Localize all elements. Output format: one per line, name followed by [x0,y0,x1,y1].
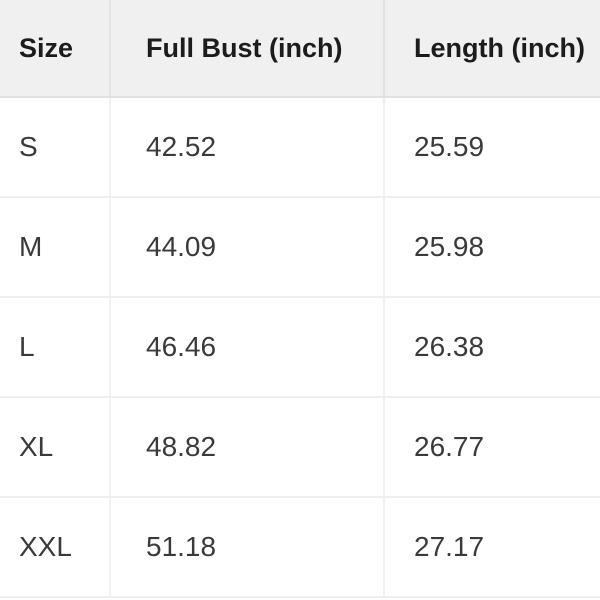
length-cell: 26.77 [384,397,600,498]
length-cell: 25.98 [384,197,600,298]
column-header-length: Length (inch) [384,0,600,98]
table-row: XXL 51.18 27.17 [0,497,600,598]
full-bust-cell: 51.18 [110,497,385,598]
size-cell: XXL [0,497,111,598]
header-row: Size Full Bust (inch) Length (inch) [0,0,600,98]
length-cell: 25.59 [384,97,600,198]
table-body: S 42.52 25.59 M 44.09 25.98 L 46.46 26.3… [0,97,600,598]
size-cell: L [0,297,111,398]
size-cell: M [0,197,111,298]
table-row: S 42.52 25.59 [0,97,600,198]
full-bust-cell: 42.52 [110,97,385,198]
length-cell: 26.38 [384,297,600,398]
full-bust-cell: 44.09 [110,197,385,298]
size-cell: S [0,97,111,198]
full-bust-cell: 48.82 [110,397,385,498]
column-header-size: Size [0,0,111,98]
column-header-full-bust: Full Bust (inch) [110,0,385,98]
table-row: XL 48.82 26.77 [0,397,600,498]
table-row: M 44.09 25.98 [0,197,600,298]
table-row: L 46.46 26.38 [0,297,600,398]
full-bust-cell: 46.46 [110,297,385,398]
length-cell: 27.17 [384,497,600,598]
size-cell: XL [0,397,111,498]
table-header: Size Full Bust (inch) Length (inch) [0,0,600,98]
